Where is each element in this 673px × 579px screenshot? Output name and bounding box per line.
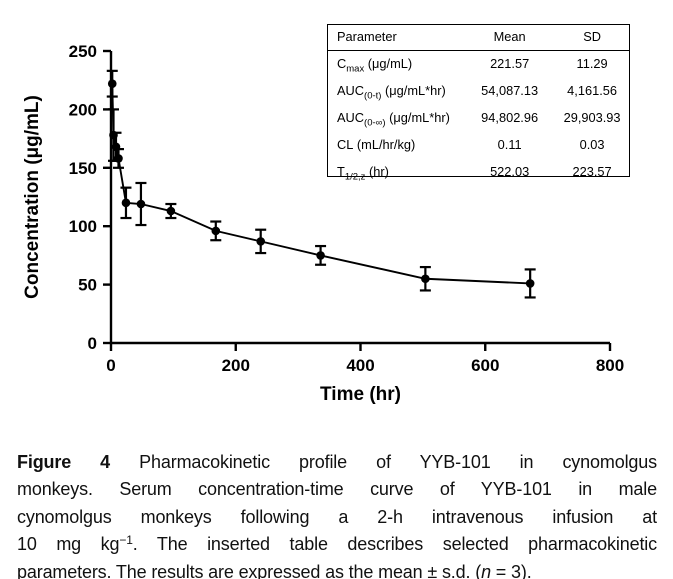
svg-text:150: 150: [69, 159, 97, 178]
param-cell: AUC(0-∞) (μg/mL*hr): [328, 105, 464, 132]
svg-text:800: 800: [596, 356, 624, 375]
sd-cell: 0.03: [579, 137, 605, 153]
sd-cell: 4,161.56: [567, 83, 617, 99]
svg-text:400: 400: [346, 356, 374, 375]
caption-line-4: 10 mg kg−1. The inserted table describes…: [17, 531, 657, 558]
svg-text:Concentration (μg/mL): Concentration (μg/mL): [22, 95, 43, 299]
mean-cell: 522.03: [490, 164, 530, 180]
caption-text: monkeys. Serum concentration-time curve …: [17, 479, 657, 500]
table-header-sd: SD: [555, 25, 629, 51]
pk-chart-svg: 0 50 100 150 200 250 0 200 400 600 800 Time (hr) Con…: [22, 42, 624, 405]
param-cell: CL (mL/hr/kg): [328, 132, 464, 159]
mean-cell: 221.57: [490, 56, 530, 72]
sd-cell: 29,903.93: [563, 110, 621, 126]
caption-text: = 3).: [490, 561, 532, 579]
table-header-mean: Mean: [464, 25, 556, 51]
svg-text:0: 0: [88, 334, 97, 353]
caption-text: cynomolgus monkeys following a 2-h intra…: [17, 506, 657, 527]
mean-cell: 0.11: [497, 137, 522, 153]
param-symbol: C: [337, 56, 347, 72]
table-header-row: Parameter Mean SD: [328, 25, 629, 51]
caption-superscript: −1: [119, 533, 133, 548]
caption-n-variable: n: [481, 561, 491, 579]
param-cell: T1/2,z (hr): [328, 159, 464, 186]
caption-line-1: Figure 4 Pharmacokinetic profile of YYB-…: [17, 449, 657, 476]
param-unit: (hr): [365, 164, 389, 180]
svg-text:200: 200: [69, 100, 97, 119]
mean-cell: 94,802.96: [481, 110, 539, 126]
param-subscript: (0-t): [364, 90, 382, 102]
caption-text: parameters. The results are expressed as…: [17, 561, 482, 579]
table-row: Cmax (μg/mL) 221.57 11.29: [328, 51, 629, 79]
param-subscript: max: [346, 63, 365, 75]
figure-number-label: Figure 4: [17, 452, 111, 472]
sd-cell: 11.29: [576, 56, 608, 72]
svg-text:0: 0: [106, 356, 115, 375]
param-symbol: CL: [337, 137, 354, 153]
param-subscript: 1/2,z: [344, 171, 366, 183]
table-row: AUC(0-t) (μg/mL*hr) 54,087.13 4,161.56: [328, 78, 629, 105]
param-symbol: AUC: [337, 110, 365, 126]
table-row: T1/2,z (hr) 522.03 223.57: [328, 159, 629, 186]
param-unit: (μg/mL*hr): [385, 110, 450, 126]
param-cell: Cmax (μg/mL): [328, 51, 464, 79]
param-subscript: (0-∞): [364, 117, 386, 129]
param-unit: (μg/mL): [364, 56, 413, 72]
table-header-parameter: Parameter: [328, 25, 465, 51]
mean-cell: 54,087.13: [481, 83, 539, 99]
pk-chart: 0 50 100 150 200 250 0 200 400 600 800 Time (hr) Con…: [22, 42, 624, 405]
param-unit: (μg/mL*hr): [381, 83, 446, 99]
figure-caption: Figure 4 Pharmacokinetic profile of YYB-…: [17, 449, 657, 579]
svg-text:50: 50: [78, 276, 97, 295]
caption-line-3: cynomolgus monkeys following a 2-h intra…: [17, 504, 657, 531]
pk-parameters-table: Parameter Mean SD Cmax (μg/mL) 221.57 11…: [327, 24, 630, 182]
param-symbol: AUC: [337, 83, 365, 99]
caption-line-5: parameters. The results are expressed as…: [17, 559, 657, 579]
caption-text: Pharmacokinetic profile of YYB-101 in cy…: [110, 452, 657, 472]
sd-cell: 223.57: [572, 164, 612, 180]
svg-text:Time (hr): Time (hr): [320, 384, 401, 405]
svg-text:250: 250: [69, 42, 97, 61]
caption-text: . The inserted table describes selected …: [132, 534, 657, 555]
param-cell: AUC(0-t) (μg/mL*hr): [328, 78, 464, 105]
table-row: AUC(0-∞) (μg/mL*hr) 94,802.96 29,903.93: [328, 105, 629, 132]
svg-text:200: 200: [222, 356, 250, 375]
svg-text:100: 100: [69, 217, 97, 236]
caption-line-2: monkeys. Serum concentration-time curve …: [17, 476, 657, 503]
caption-text: 10 mg kg: [17, 534, 120, 555]
param-symbol: T: [337, 164, 345, 180]
param-unit: (mL/hr/kg): [353, 137, 416, 153]
svg-text:600: 600: [471, 356, 499, 375]
table-row: CL (mL/hr/kg) 0.11 0.03: [328, 132, 629, 159]
